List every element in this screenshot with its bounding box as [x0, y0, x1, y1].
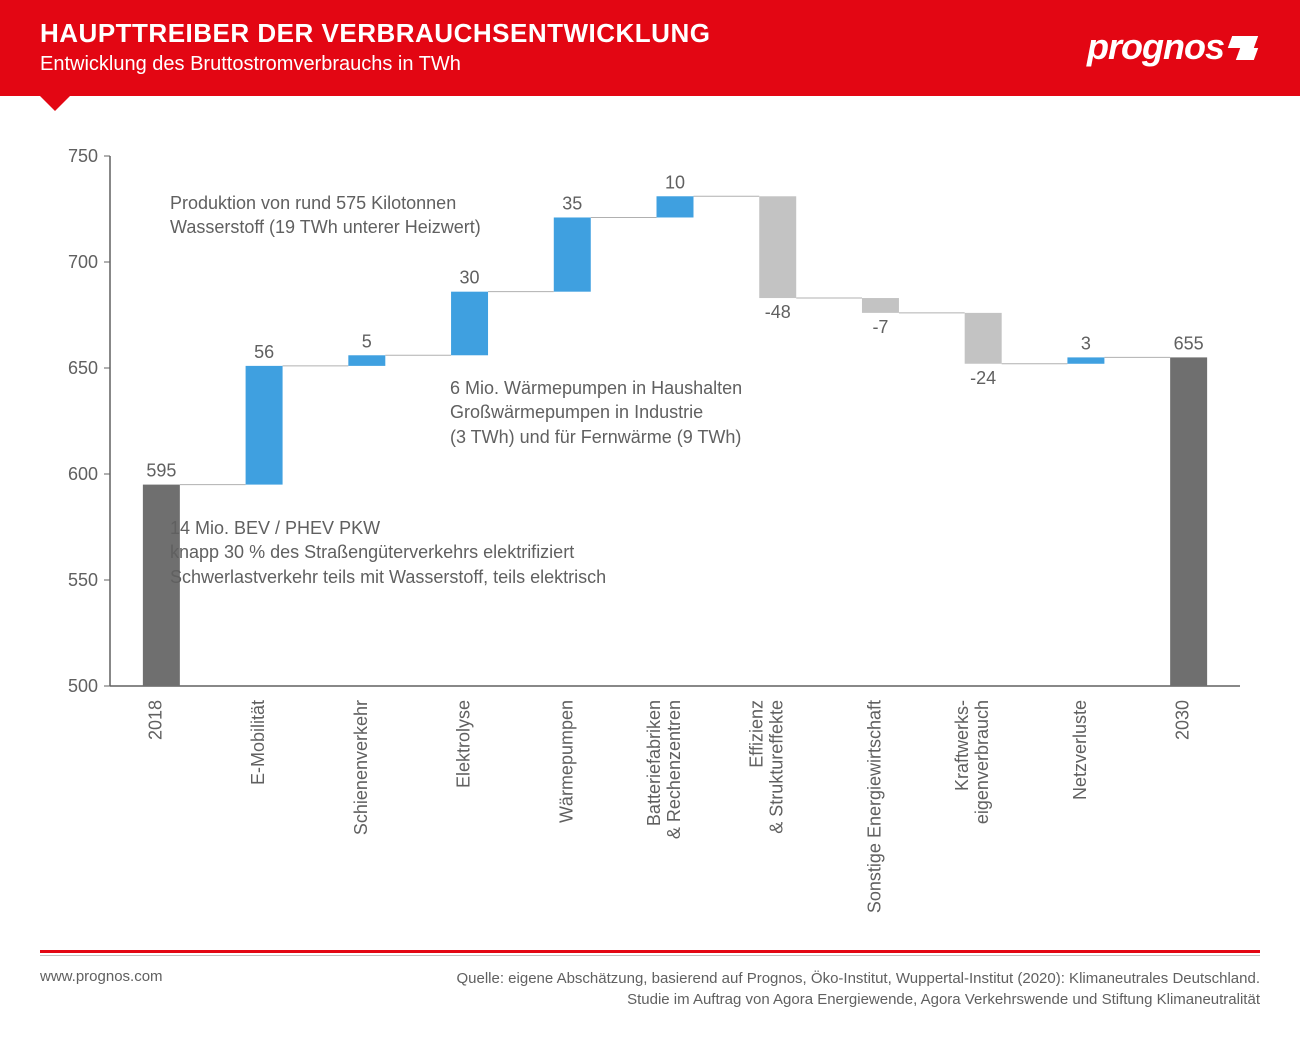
header-text: HAUPTTREIBER DER VERBRAUCHSENTWICKLUNG E… [40, 18, 710, 76]
bar-value-label: 30 [460, 268, 480, 288]
waterfall-bar [965, 313, 1002, 364]
category-label: & Rechenzentren [664, 700, 684, 839]
category-label: Effizienz [747, 700, 767, 768]
header-notch-icon [40, 96, 70, 111]
page-subtitle: Entwicklung des Bruttostromverbrauchs in… [40, 53, 710, 76]
page-title: HAUPTTREIBER DER VERBRAUCHSENTWICKLUNG [40, 18, 710, 49]
logo-text: prognos [1087, 26, 1224, 68]
footer: www.prognos.com Quelle: eigene Abschätzu… [0, 938, 1300, 1040]
footer-rule-red [40, 950, 1260, 953]
waterfall-bar [1170, 357, 1207, 686]
y-tick-label: 550 [68, 570, 98, 590]
annotation-line: (3 TWh) und für Fernwärme (9 TWh) [450, 425, 742, 449]
category-label: Wärmepumpen [556, 700, 576, 823]
category-label: Kraftwerks- [952, 700, 972, 791]
annotation-line: Schwerlastverkehr teils mit Wasserstoff,… [170, 565, 606, 589]
category-label: 2030 [1173, 700, 1193, 740]
y-tick-label: 750 [68, 146, 98, 166]
bar-value-label: 5 [362, 331, 372, 351]
annotation-line: Produktion von rund 575 Kilotonnen [170, 191, 481, 215]
category-label: Schienenverkehr [351, 700, 371, 835]
category-label: & Struktureffekte [767, 700, 787, 834]
waterfall-bar [451, 292, 488, 356]
waterfall-bar [246, 366, 283, 485]
footer-url: www.prognos.com [40, 968, 163, 985]
category-label: eigenverbrauch [972, 700, 992, 824]
category-label: 2018 [145, 700, 165, 740]
bar-value-label: 3 [1081, 333, 1091, 353]
waterfall-bar [657, 196, 694, 217]
waterfall-bar [1067, 357, 1104, 363]
bar-value-label: 595 [146, 461, 176, 481]
bar-value-label: -48 [765, 302, 791, 322]
footer-source: Quelle: eigene Abschätzung, basierend au… [456, 968, 1260, 1010]
bar-value-label: 10 [665, 172, 685, 192]
footer-source-line2: Studie im Auftrag von Agora Energiewende… [456, 989, 1260, 1010]
annotation-line: knapp 30 % des Straßengüterverkehrs elek… [170, 540, 606, 564]
waterfall-bar [759, 196, 796, 298]
category-label: Batteriefabriken [644, 700, 664, 826]
y-tick-label: 600 [68, 464, 98, 484]
prognos-logo: prognos [1087, 26, 1260, 68]
y-tick-label: 500 [68, 676, 98, 696]
bar-value-label: 655 [1174, 333, 1204, 353]
bar-value-label: 56 [254, 342, 274, 362]
chart-area: 500 550 600 650 700 750 595 56 5 30 35 10 -48 -7 -24 3 6… [40, 136, 1260, 916]
bar-value-label: -24 [970, 368, 996, 388]
annotation-line: 6 Mio. Wärmepumpen in Haushalten [450, 376, 742, 400]
footer-source-line1: Quelle: eigene Abschätzung, basierend au… [456, 968, 1260, 989]
annotation-heatpumps: 6 Mio. Wärmepumpen in HaushaltenGroßwärm… [450, 376, 742, 449]
bar-value-label: -7 [872, 317, 888, 337]
category-label: Sonstige Energiewirtschaft [864, 700, 884, 913]
annotation-line: Großwärmepumpen in Industrie [450, 400, 742, 424]
category-label: E-Mobilität [248, 700, 268, 785]
annotation-line: 14 Mio. BEV / PHEV PKW [170, 516, 606, 540]
category-label: Netzverluste [1070, 700, 1090, 800]
category-label: Elektrolyse [454, 700, 474, 788]
header-bar: HAUPTTREIBER DER VERBRAUCHSENTWICKLUNG E… [0, 0, 1300, 96]
waterfall-bar [862, 298, 899, 313]
bar-value-label: 35 [562, 193, 582, 213]
logo-mark-icon [1230, 32, 1260, 62]
y-tick-label: 700 [68, 252, 98, 272]
annotation-hydrogen: Produktion von rund 575 KilotonnenWasser… [170, 191, 481, 240]
annotation-emobility: 14 Mio. BEV / PHEV PKWknapp 30 % des Str… [170, 516, 606, 589]
waterfall-bar [348, 355, 385, 366]
y-tick-label: 650 [68, 358, 98, 378]
waterfall-bar [554, 217, 591, 291]
annotation-line: Wasserstoff (19 TWh unterer Heizwert) [170, 215, 481, 239]
footer-rule-grey [40, 955, 1260, 956]
